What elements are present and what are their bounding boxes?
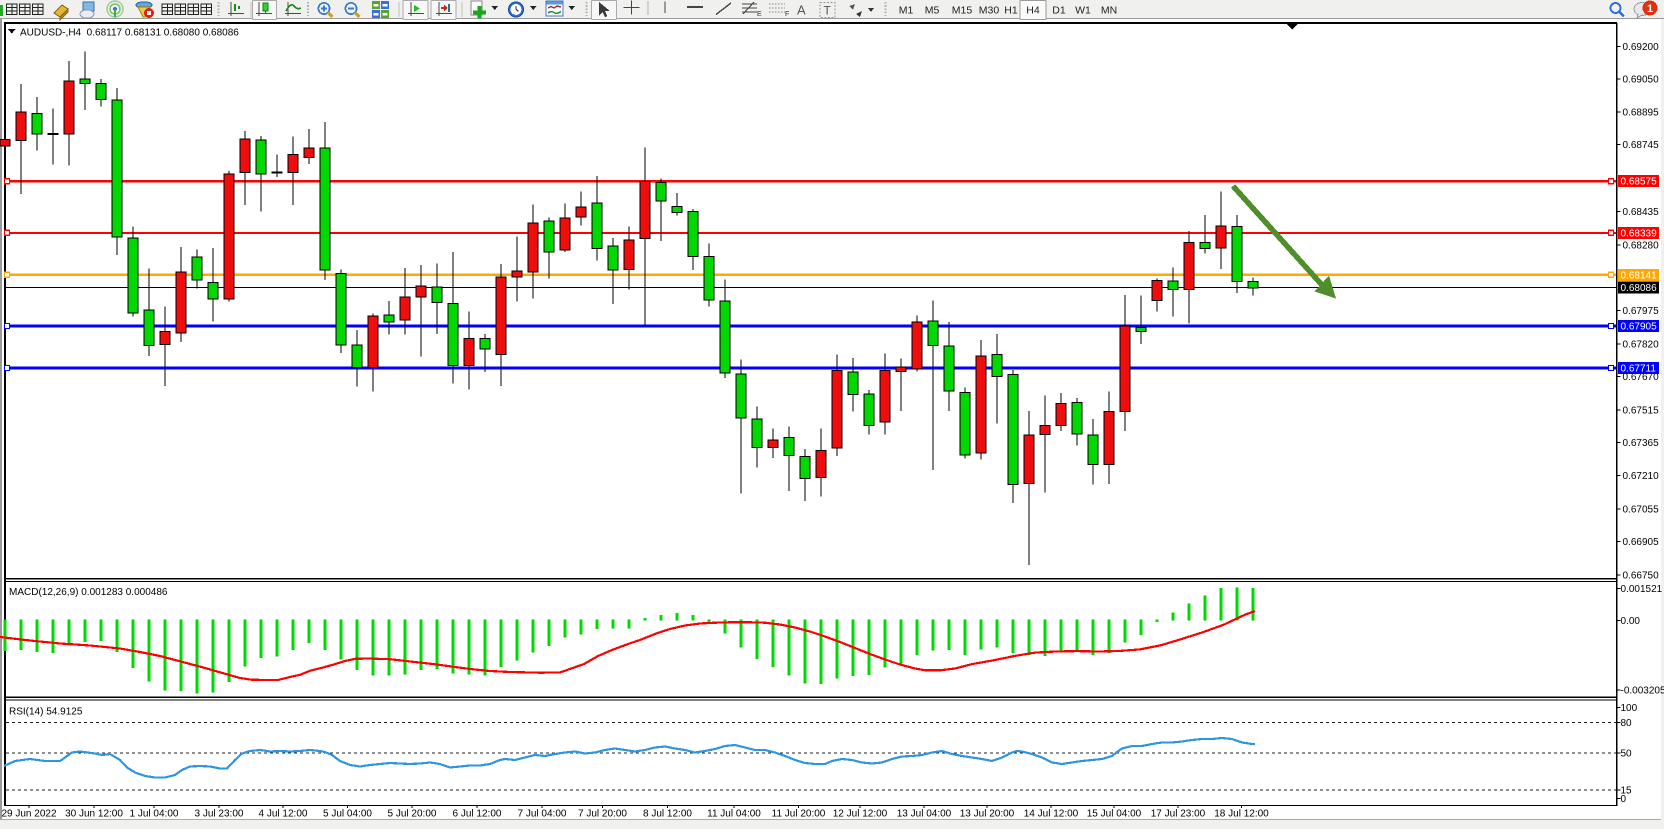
svg-text:0.68141: 0.68141 (1621, 270, 1658, 281)
svg-text:0.68745: 0.68745 (1623, 140, 1660, 151)
svg-text:18 Jul 12:00: 18 Jul 12:00 (1214, 809, 1269, 820)
svg-text:H1: H1 (1004, 5, 1018, 17)
svg-text:6 Jul 12:00: 6 Jul 12:00 (453, 809, 502, 820)
svg-text:0.00: 0.00 (1621, 616, 1641, 627)
svg-text:M1: M1 (899, 5, 914, 17)
svg-text:12 Jul 12:00: 12 Jul 12:00 (833, 809, 888, 820)
svg-text:8 Jul 12:00: 8 Jul 12:00 (643, 809, 692, 820)
svg-text:0.67055: 0.67055 (1623, 505, 1660, 516)
svg-text:M30: M30 (979, 5, 1000, 17)
svg-text:1: 1 (1647, 3, 1653, 15)
svg-text:0.68339: 0.68339 (1621, 228, 1658, 239)
svg-text:1 Jul 04:00: 1 Jul 04:00 (130, 809, 179, 820)
svg-text:0.66750: 0.66750 (1623, 571, 1660, 582)
svg-text:13 Jul 04:00: 13 Jul 04:00 (897, 809, 952, 820)
svg-text:0.69050: 0.69050 (1623, 74, 1660, 85)
svg-text:80: 80 (1621, 718, 1633, 729)
svg-text:RSI(14) 54.9125: RSI(14) 54.9125 (9, 707, 83, 718)
svg-text:MACD(12,26,9) 0.001283 0.00048: MACD(12,26,9) 0.001283 0.000486 (9, 587, 168, 598)
svg-text:30 Jun 12:00: 30 Jun 12:00 (65, 809, 123, 820)
svg-text:4 Jul 12:00: 4 Jul 12:00 (259, 809, 308, 820)
svg-text:F: F (785, 11, 789, 18)
svg-text:11 Jul 04:00: 11 Jul 04:00 (707, 809, 761, 820)
svg-text:M15: M15 (952, 5, 973, 17)
svg-text:AUDUSD-,H4 0.68117 0.68131 0.: AUDUSD-,H4 0.68117 0.68131 0.68080 0.680… (20, 28, 239, 39)
svg-text:15: 15 (1621, 786, 1633, 797)
svg-text:0.67711: 0.67711 (1621, 364, 1657, 375)
svg-text:T: T (824, 4, 832, 18)
svg-text:M5: M5 (925, 5, 940, 17)
svg-text:0: 0 (1621, 794, 1627, 805)
svg-text:29 Jun 2022: 29 Jun 2022 (1, 809, 56, 820)
svg-text:0.68086: 0.68086 (1621, 283, 1658, 294)
svg-text:D1: D1 (1052, 5, 1066, 17)
svg-text:0.69200: 0.69200 (1623, 42, 1660, 53)
svg-text:7 Jul 20:00: 7 Jul 20:00 (578, 809, 627, 820)
svg-text:0.68575: 0.68575 (1621, 177, 1658, 188)
svg-text:3 Jul 23:00: 3 Jul 23:00 (195, 809, 244, 820)
svg-text:17 Jul 23:00: 17 Jul 23:00 (1151, 809, 1206, 820)
svg-text:A: A (797, 3, 806, 18)
svg-text:E: E (757, 11, 762, 18)
svg-text:0.67365: 0.67365 (1623, 438, 1660, 449)
svg-text:15 Jul 04:00: 15 Jul 04:00 (1087, 809, 1142, 820)
svg-text:5 Jul 04:00: 5 Jul 04:00 (323, 809, 372, 820)
svg-text:7 Jul 04:00: 7 Jul 04:00 (518, 809, 567, 820)
svg-text:-0.003205: -0.003205 (1621, 686, 1664, 697)
svg-text:0.67515: 0.67515 (1623, 405, 1660, 416)
svg-text:13 Jul 20:00: 13 Jul 20:00 (960, 809, 1015, 820)
svg-text:0.67975: 0.67975 (1623, 306, 1660, 317)
svg-text:0.001521: 0.001521 (1621, 584, 1663, 595)
svg-text:0.67210: 0.67210 (1623, 471, 1660, 482)
svg-text:0.67670: 0.67670 (1623, 372, 1660, 383)
svg-text:5 Jul 20:00: 5 Jul 20:00 (388, 809, 437, 820)
svg-text:0.66905: 0.66905 (1623, 537, 1660, 548)
svg-text:W1: W1 (1075, 5, 1091, 17)
svg-text:0.68435: 0.68435 (1623, 207, 1660, 218)
svg-text:100: 100 (1621, 703, 1638, 714)
svg-text:H4: H4 (1026, 5, 1040, 17)
svg-text:0.67905: 0.67905 (1621, 322, 1658, 333)
svg-text:0.67820: 0.67820 (1623, 340, 1660, 351)
svg-text:11 Jul 20:00: 11 Jul 20:00 (772, 809, 826, 820)
svg-text:MN: MN (1101, 5, 1117, 17)
svg-text:0.68280: 0.68280 (1623, 240, 1660, 251)
svg-text:50: 50 (1621, 748, 1633, 759)
svg-text:0.68895: 0.68895 (1623, 108, 1660, 119)
svg-text:14 Jul 12:00: 14 Jul 12:00 (1024, 809, 1079, 820)
